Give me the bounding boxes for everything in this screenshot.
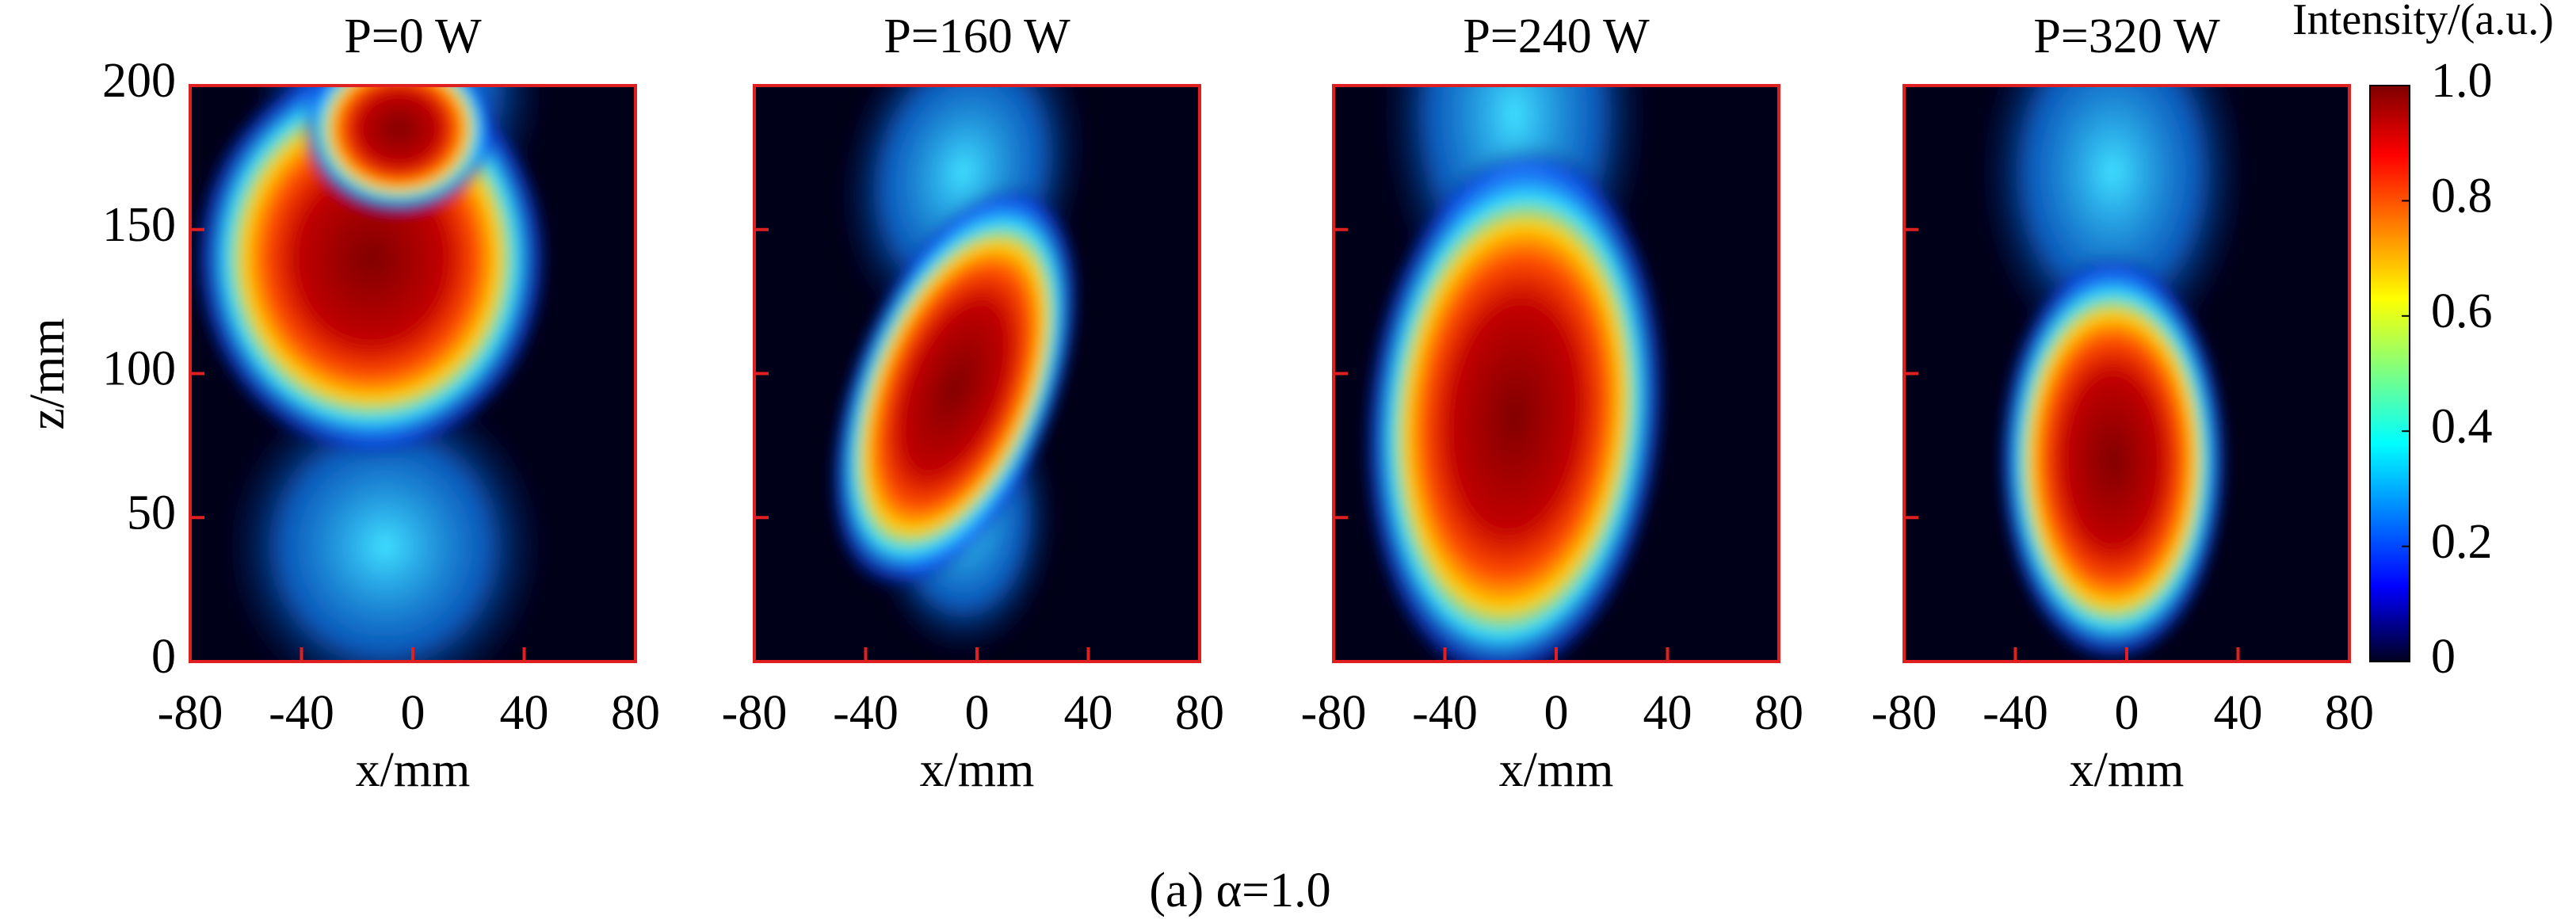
x-axis-label: x/mm xyxy=(2070,743,2185,797)
y-tick-label: 0 xyxy=(151,630,176,684)
y-axis-label: z/mm xyxy=(21,318,74,429)
colorbar-tick-label: 0.4 xyxy=(2431,399,2493,453)
panel-title: P=0 W xyxy=(344,10,482,63)
x-tick-label: -40 xyxy=(1983,686,2048,740)
heatmap xyxy=(190,86,552,662)
x-tick-label: 40 xyxy=(1064,686,1113,740)
colorbar-tick-label: 0 xyxy=(2431,630,2456,684)
x-tick-label: -40 xyxy=(1412,686,1478,740)
panel-title: P=240 W xyxy=(1463,10,1650,63)
x-tick-label: -80 xyxy=(722,686,788,740)
x-tick-label: -80 xyxy=(1301,686,1367,740)
x-axis-label: x/mm xyxy=(1499,743,1614,797)
panel-title: P=320 W xyxy=(2033,10,2220,63)
x-tick-label: -80 xyxy=(1872,686,1937,740)
x-axis-label: x/mm xyxy=(920,743,1035,797)
colorbar xyxy=(2369,85,2410,662)
y-tick-label: 50 xyxy=(127,486,176,540)
heatmap-blob xyxy=(301,86,497,215)
colorbar-tick-label: 0.2 xyxy=(2431,515,2493,569)
colorbar-tick-label: 1.0 xyxy=(2431,54,2493,108)
x-tick-label: 80 xyxy=(611,686,660,740)
x-tick-label: 80 xyxy=(2325,686,2374,740)
x-tick-label: 0 xyxy=(1544,686,1569,740)
heatmap xyxy=(1973,86,2253,662)
y-tick-label: 100 xyxy=(102,342,176,396)
heatmap-blob xyxy=(827,184,1082,593)
x-axis-label: x/mm xyxy=(356,743,471,797)
heatmap xyxy=(1360,86,1670,662)
panel-title: P=160 W xyxy=(883,10,1070,63)
x-tick-label: -40 xyxy=(833,686,899,740)
x-tick-label: 80 xyxy=(1754,686,1803,740)
x-tick-label: 0 xyxy=(2115,686,2139,740)
colorbar-label: Intensity/(a.u.) xyxy=(2292,0,2554,44)
x-tick-label: 40 xyxy=(2214,686,2263,740)
heatmap-blob xyxy=(1995,252,2230,662)
caption: (a) α=1.0 xyxy=(1149,864,1330,917)
x-tick-label: 40 xyxy=(500,686,549,740)
y-tick-label: 200 xyxy=(102,54,176,108)
x-tick-label: 0 xyxy=(965,686,990,740)
colorbar-tick-label: 0.6 xyxy=(2431,284,2493,338)
heatmap-blob xyxy=(1360,143,1670,662)
x-tick-label: 40 xyxy=(1643,686,1693,740)
x-tick-label: 80 xyxy=(1175,686,1224,740)
heatmap-blob xyxy=(218,373,552,662)
y-tick-label: 150 xyxy=(102,198,176,252)
x-tick-label: 0 xyxy=(401,686,426,740)
x-tick-label: -80 xyxy=(158,686,223,740)
colorbar-tick-label: 0.8 xyxy=(2431,170,2493,223)
x-tick-label: -40 xyxy=(269,686,334,740)
